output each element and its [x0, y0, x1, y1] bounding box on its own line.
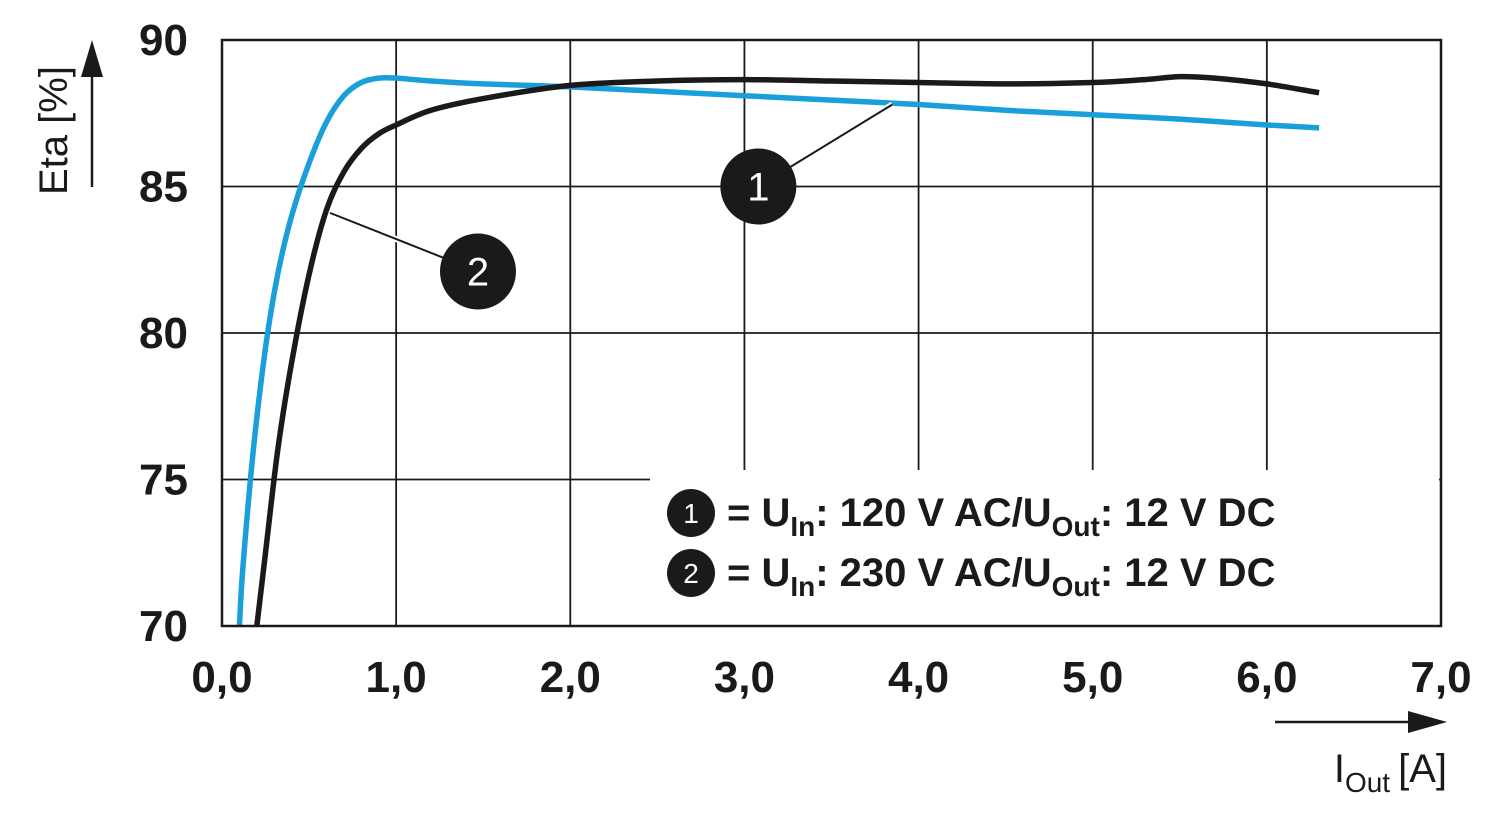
- callout-badge-2: [439, 233, 516, 310]
- legend-badge-label: 1: [683, 498, 699, 529]
- legend-entry-text: = UIn: 120 V AC/UOut: 12 V DC: [727, 491, 1275, 542]
- x-tick-label: 1,0: [366, 653, 427, 702]
- x-tick-label: 7,0: [1410, 653, 1471, 702]
- series-line-1: [236, 74, 1320, 627]
- x-tick-label: 4,0: [888, 653, 949, 702]
- legend-text-part: Out: [1052, 511, 1100, 542]
- legend-entry-text: = UIn: 230 V AC/UOut: 12 V DC: [727, 551, 1275, 602]
- y-axis-title: Eta [%]: [32, 40, 103, 195]
- legend-text-part: In: [790, 511, 815, 542]
- legend-text-part: : 12 V DC: [1100, 551, 1276, 595]
- plot-frame: [220, 38, 1443, 628]
- y-axis-arrow-head: [81, 40, 103, 77]
- y-tick-labels: 70 75 80 85 90: [139, 16, 188, 651]
- legend-text-part: : 120 V AC/U: [815, 491, 1051, 535]
- x-tick-labels: 0,0 1,0 2,0 3,0 4,0 5,0 6,0 7,0: [191, 653, 1471, 702]
- legend-text-part: = U: [727, 491, 790, 535]
- x-tick-label: 2,0: [540, 653, 601, 702]
- callout-badge-1: [720, 148, 797, 225]
- legend-badge-label: 2: [683, 558, 699, 589]
- x-tick-label: 6,0: [1236, 653, 1297, 702]
- legend-text-part: = U: [727, 551, 790, 595]
- legend-badge-2: [667, 549, 715, 597]
- y-axis-label: Eta [%]: [32, 66, 76, 195]
- y-tick-label: 80: [139, 309, 188, 358]
- x-tick-label: 3,0: [714, 653, 775, 702]
- legend-text-part: Out: [1052, 571, 1100, 602]
- y-tick-label: 75: [139, 456, 188, 505]
- y-tick-label: 70: [139, 602, 188, 651]
- callouts: 12: [328, 101, 895, 310]
- legend-text-part: : 12 V DC: [1100, 491, 1276, 535]
- x-axis-label-main: I: [1334, 747, 1345, 791]
- legend-badge-1: [667, 489, 715, 537]
- legend-text-part: : 230 V AC/U: [815, 551, 1051, 595]
- x-tick-label: 5,0: [1062, 653, 1123, 702]
- series-line-2: [254, 73, 1320, 627]
- x-axis-label: IOut [A]: [1334, 747, 1447, 798]
- x-axis-title: IOut [A]: [1275, 711, 1447, 798]
- series-lines: [236, 73, 1320, 627]
- y-tick-label: 90: [139, 16, 188, 65]
- y-tick-label: 85: [139, 163, 188, 212]
- legend: 1 = UIn: 120 V AC/UOut: 12 V DC2 = UIn: 23…: [667, 489, 1275, 602]
- x-axis-arrow-head: [1408, 711, 1447, 733]
- callout-badge-label: 2: [467, 250, 489, 294]
- legend-background: [650, 470, 1439, 625]
- x-tick-label: 0,0: [191, 653, 252, 702]
- callout-badge-label: 1: [747, 166, 769, 210]
- x-axis-label-subscript: Out: [1345, 767, 1390, 798]
- legend-text-part: In: [790, 571, 815, 602]
- x-axis-label-unit: [A]: [1398, 747, 1447, 791]
